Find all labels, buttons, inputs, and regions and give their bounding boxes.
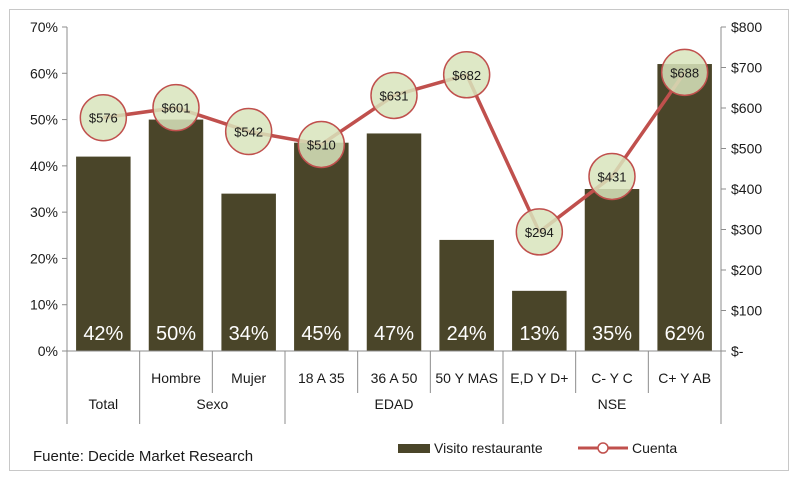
bar-data-label: 42% xyxy=(83,323,123,345)
left-tick-label: 70% xyxy=(30,19,58,35)
group-label: Total xyxy=(89,396,119,412)
left-tick-label: 10% xyxy=(30,297,58,313)
bar xyxy=(148,119,204,351)
right-tick-label: $300 xyxy=(731,222,762,238)
line-data-point xyxy=(660,48,709,97)
line-data-label: $542 xyxy=(234,124,263,139)
bar xyxy=(366,133,422,351)
line-data-label: $688 xyxy=(670,65,699,80)
group-label: NSE xyxy=(598,396,627,412)
bar xyxy=(512,290,567,351)
right-tick-label: $500 xyxy=(731,141,762,157)
left-tick-label: 40% xyxy=(30,158,58,174)
bar-data-label: 50% xyxy=(156,323,196,345)
legend-swatch-line xyxy=(578,442,628,454)
line-data-label: $510 xyxy=(307,137,336,152)
category-label: Hombre xyxy=(151,370,201,386)
bar-data-label: 47% xyxy=(374,323,414,345)
line-data-point xyxy=(79,93,128,142)
legend-swatch-bars xyxy=(398,443,430,453)
legend-item-line: Cuenta xyxy=(578,440,677,456)
right-tick-label: $200 xyxy=(731,262,762,278)
right-tick-label: $100 xyxy=(731,303,762,319)
bar-data-label: 13% xyxy=(519,323,559,345)
right-tick-label: $400 xyxy=(731,181,762,197)
bar xyxy=(294,142,349,351)
category-label: Mujer xyxy=(231,370,266,386)
chart-frame: 0% 10% 20% 30% 40% 50% 60% 70% $- $100 $200 $300 $40… xyxy=(9,9,789,471)
bar-data-label: 62% xyxy=(665,323,705,345)
left-tick-label: 50% xyxy=(30,112,58,128)
left-tick-label: 20% xyxy=(30,250,58,266)
category-label: 18 A 35 xyxy=(298,370,345,386)
bar-data-label: 24% xyxy=(447,323,487,345)
group-label: Sexo xyxy=(196,396,228,412)
line-data-point xyxy=(297,120,346,169)
line-data-point xyxy=(588,152,636,201)
legend-label-bars: Visito restaurante xyxy=(434,440,543,456)
line-data-label: $631 xyxy=(380,88,409,103)
combo-chart: 0% 10% 20% 30% 40% 50% 60% 70% $- $100 $200 $300 $40… xyxy=(30,19,762,424)
line-data-label: $601 xyxy=(162,101,191,116)
right-tick-label: $- xyxy=(731,343,744,359)
right-tick-label: $800 xyxy=(731,19,762,35)
bar xyxy=(657,64,712,352)
bar-data-label: 34% xyxy=(229,323,269,345)
category-label: C- Y C xyxy=(591,370,633,386)
bar xyxy=(76,156,131,351)
right-tick-label: $600 xyxy=(731,100,762,116)
right-tick-label: $700 xyxy=(731,60,762,76)
bar xyxy=(221,193,276,351)
category-label: 50 Y MAS xyxy=(435,370,498,386)
line-data-label: $576 xyxy=(89,111,118,126)
line-data-point xyxy=(152,83,200,132)
line-data-point xyxy=(370,71,418,120)
line-data-point xyxy=(442,51,491,99)
left-tick-label: 30% xyxy=(30,204,58,220)
line-data-point xyxy=(224,107,273,156)
line-data-point xyxy=(515,208,564,256)
legend-item-bars: Visito restaurante xyxy=(398,440,543,456)
left-tick-label: 60% xyxy=(30,65,58,81)
line-data-label: $431 xyxy=(598,169,627,184)
category-label: E,D Y D+ xyxy=(510,370,568,386)
line-data-label: $682 xyxy=(452,68,481,83)
bar xyxy=(439,239,494,351)
category-label: C+ Y AB xyxy=(658,370,711,386)
left-tick-label: 0% xyxy=(38,343,58,359)
category-label: 36 A 50 xyxy=(371,370,418,386)
source-note: Fuente: Decide Market Research xyxy=(33,448,254,465)
bar-data-label: 45% xyxy=(301,323,341,345)
bar xyxy=(584,189,640,351)
bar-data-label: 35% xyxy=(592,323,632,345)
line-data-label: $294 xyxy=(525,225,554,240)
group-label: EDAD xyxy=(375,396,414,412)
legend-label-line: Cuenta xyxy=(632,440,678,456)
